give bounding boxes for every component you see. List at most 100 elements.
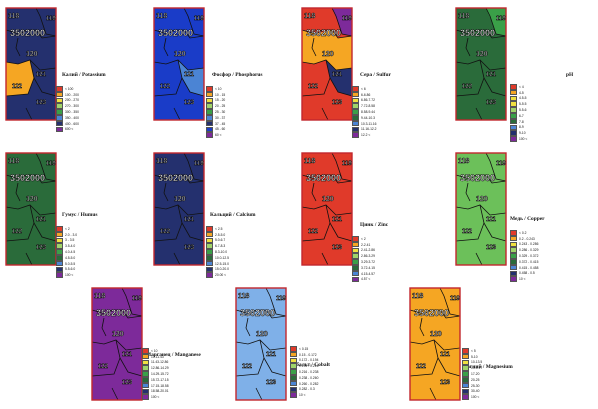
field-boundary <box>121 287 143 317</box>
map-title: Магний / Magnesium <box>462 364 513 370</box>
field-boundary <box>437 357 461 377</box>
legend-swatch <box>142 348 149 354</box>
map-label-grid-118: 118 <box>458 13 469 20</box>
legend-label: 11.43-12.86 <box>151 360 169 365</box>
map-label-plot-120: 120 <box>256 331 268 338</box>
map-title: pH <box>566 72 574 78</box>
legend-swatch <box>290 351 297 358</box>
legend-label: 4-5 <box>519 90 524 95</box>
legend-swatch <box>206 120 213 127</box>
map-frame <box>235 287 287 401</box>
map-label-plot-121: 121 <box>184 217 195 223</box>
legend-label: 10 < <box>519 277 526 282</box>
field-boundary <box>5 204 35 242</box>
legend-label: 4.5-5.0 <box>65 255 76 260</box>
legend-label: 30-40 <box>471 389 480 394</box>
legend-item: 0.2 - 0.243 <box>510 235 538 242</box>
map-label-center-id: 3502000 <box>10 173 45 183</box>
legend-label: 12.86-14.29 <box>151 366 169 371</box>
map-label-plot-121: 121 <box>36 72 47 78</box>
legend-swatch <box>510 136 517 142</box>
map-label-grid-118: 118 <box>412 293 423 300</box>
map-label-center-id: 3502000 <box>240 308 275 318</box>
legend-item: 12.2 < <box>352 132 377 139</box>
field-boundary <box>455 29 507 39</box>
map-label-plot-123: 123 <box>332 245 343 251</box>
legend-label: 350 - 400 <box>65 115 79 120</box>
legend-swatch <box>352 97 359 104</box>
map-label-center-id: 3502000 <box>460 28 495 38</box>
legend-item: 6.86-7.72 <box>352 97 377 104</box>
legend-item: 0.260 - 0.282 <box>290 380 318 387</box>
legend-item: 11.16-12.2 <box>352 126 377 133</box>
legend-label: 8.58-9.44 <box>361 110 375 115</box>
map-zone-c <box>154 30 204 70</box>
legend-swatch <box>142 394 149 401</box>
legend-swatch <box>462 394 469 401</box>
legend-swatch <box>352 270 359 277</box>
legend-label: 5.5-6 <box>519 108 527 113</box>
legend-label: 5-5.5 <box>519 102 527 107</box>
legend-swatch <box>290 375 297 381</box>
legend-swatch <box>56 91 63 98</box>
legend-label: 15.72-17.15 <box>151 377 169 382</box>
field-boundary <box>419 317 425 337</box>
field-boundary <box>301 29 353 39</box>
legend-swatch <box>206 115 213 121</box>
legend-item: 3.5-4.0 <box>56 243 77 250</box>
legend-swatch <box>290 369 297 375</box>
legend-item: 0.329 - 0.372 <box>510 253 538 259</box>
legend-swatch <box>352 91 359 98</box>
legend-swatch <box>56 249 63 255</box>
legend-item: 5.5-6.0 <box>56 266 77 273</box>
map-label-grid-119: 119 <box>496 161 506 167</box>
map-legend: < 0.2 0.2 - 0.243 0.243 - 0.286 0.286 - 0.3… <box>510 230 539 283</box>
map-zone-b <box>266 288 286 316</box>
map-label-plot-121: 121 <box>266 352 277 358</box>
legend-label: 45 - 60 <box>215 127 226 132</box>
legend-swatch <box>206 97 213 104</box>
legend-label: 37 - 45 <box>215 121 226 126</box>
legend-item: 100 < <box>56 272 77 279</box>
legend-swatch <box>352 241 359 248</box>
legend-item: < 100 <box>56 86 79 92</box>
field-boundary <box>25 252 33 266</box>
legend-swatch <box>142 371 149 377</box>
map-zone-c <box>154 175 204 215</box>
map-label-grid-119: 119 <box>450 296 460 302</box>
map-frame <box>91 287 143 401</box>
map-label-grid-118: 118 <box>304 13 315 20</box>
legend-swatch <box>462 359 469 366</box>
map-frame <box>409 287 461 401</box>
legend-item: 6-7 <box>510 113 527 119</box>
map-label-grid-119: 119 <box>342 161 352 167</box>
legend-label: 0.15 - 0.172 <box>299 352 317 357</box>
legend-label: 2-2.41 <box>361 242 371 247</box>
legend-item: 0.243 - 0.286 <box>510 241 538 248</box>
legend-item: 400 - 600 <box>56 120 79 127</box>
legend-swatch <box>510 264 517 271</box>
legend-item: 14.29-15.72 <box>142 371 169 377</box>
field-boundary <box>101 317 107 337</box>
field-boundary <box>483 77 507 97</box>
legend-swatch <box>510 235 517 242</box>
field-boundary <box>255 387 263 401</box>
map-label-plot-120: 120 <box>26 196 38 203</box>
map-label-plot-120: 120 <box>322 51 334 58</box>
field-boundary <box>321 107 329 121</box>
map-label-center-id: 3502000 <box>414 308 449 318</box>
legend-item: < 5 <box>462 348 482 354</box>
field-boundary <box>429 387 437 401</box>
map-label-plot-120: 120 <box>112 331 124 338</box>
legend-label: 270 - 300 <box>65 104 79 109</box>
legend-label: 0.415 - 0.458 <box>519 265 539 270</box>
field-boundary <box>33 77 57 97</box>
map-label-grid-118: 118 <box>304 158 315 165</box>
legend-label: 14.29-15.72 <box>151 372 169 377</box>
legend-swatch <box>352 253 359 260</box>
map-label-center-id: 3502000 <box>460 173 495 183</box>
legend-label: 10-11.43 <box>151 354 164 359</box>
legend-swatch <box>142 359 149 366</box>
